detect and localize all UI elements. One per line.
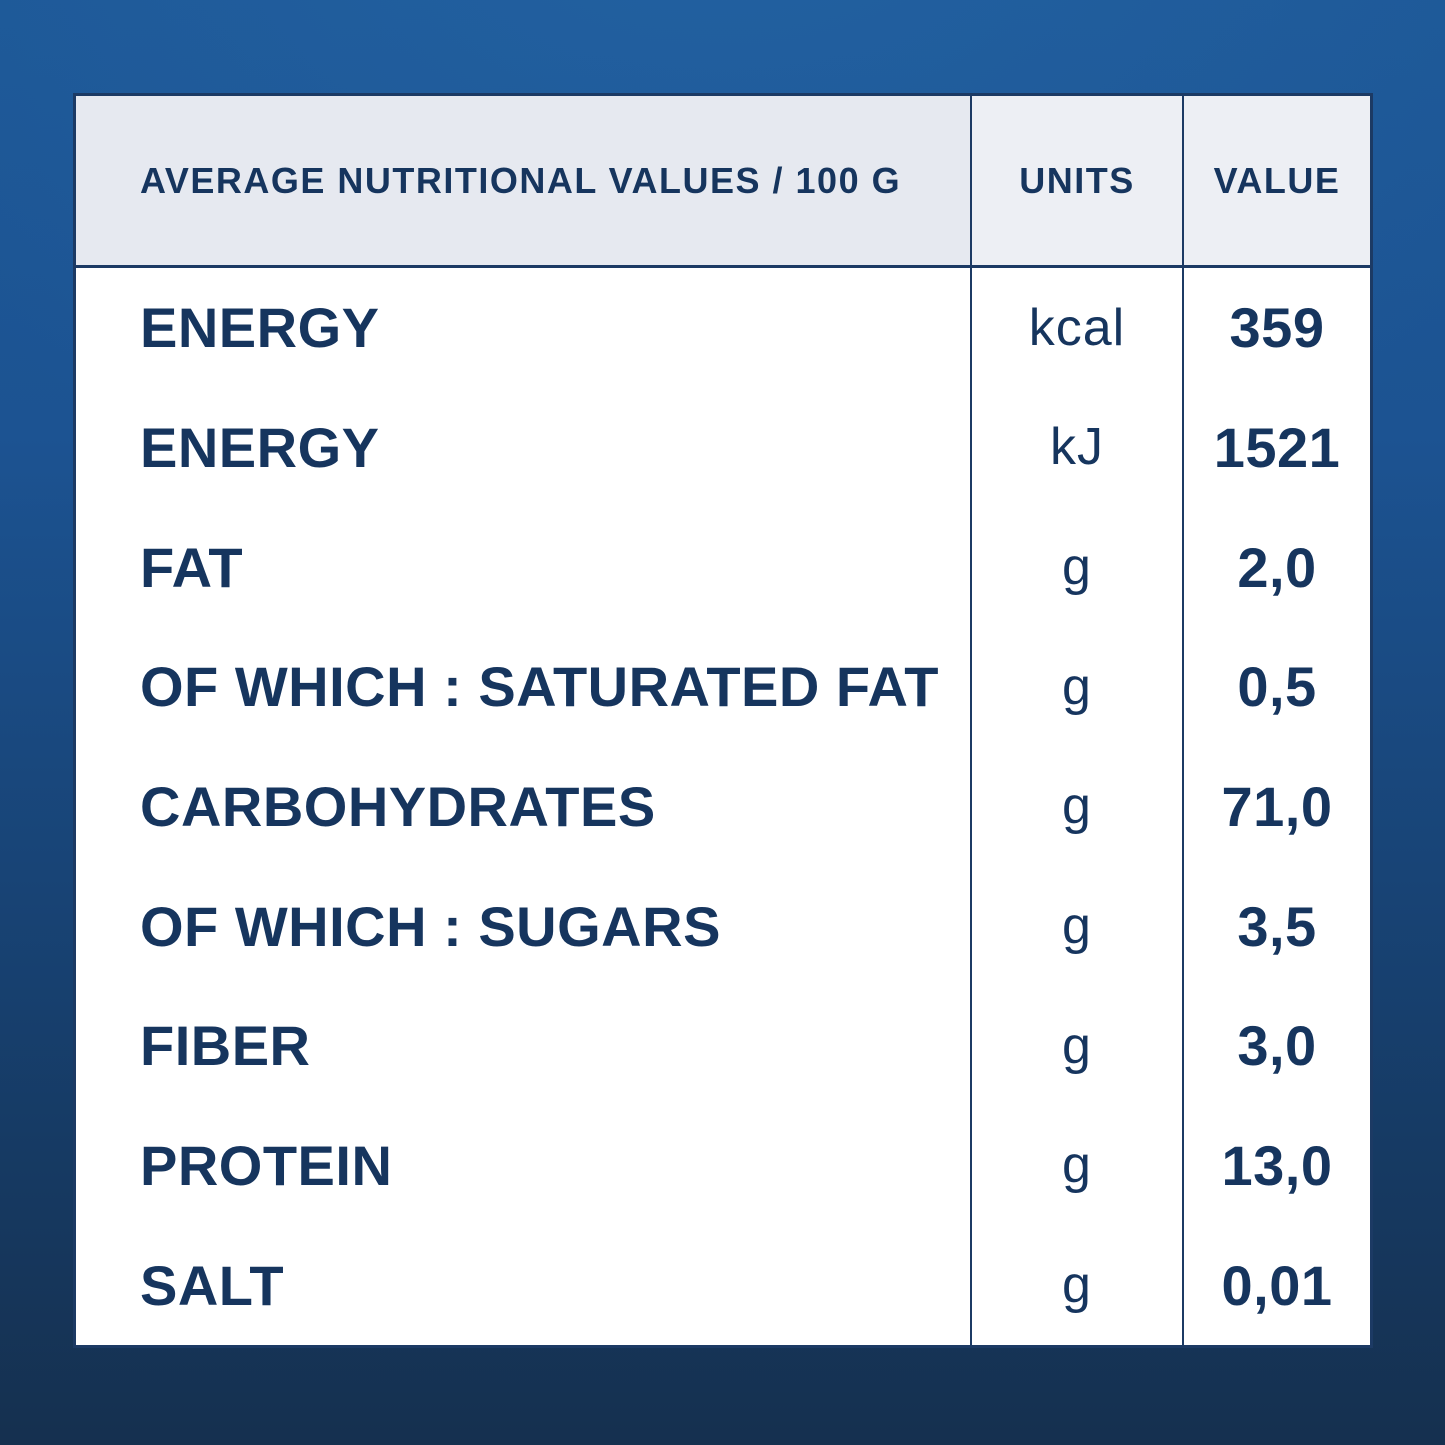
table-row-fiber-value-cell: 3,0 xyxy=(1182,985,1370,1106)
row-unit: g xyxy=(1062,657,1092,716)
table-row-carbohydrates-unit-cell: g xyxy=(970,746,1182,867)
table-row-sugars-unit-cell: g xyxy=(970,866,1182,986)
row-unit: kcal xyxy=(1028,298,1126,357)
table-row-energy-kj-label-cell: ENERGY xyxy=(76,388,970,508)
row-label: FIBER xyxy=(140,1014,311,1078)
table-row-saturated-fat-label-cell: OF WHICH : SATURATED FAT xyxy=(76,627,970,747)
table-row-protein-unit-cell: g xyxy=(970,1105,1182,1226)
row-label: OF WHICH : SATURATED FAT xyxy=(140,655,940,719)
row-label: OF WHICH : SUGARS xyxy=(140,894,721,958)
table-row-protein-value-cell: 13,0 xyxy=(1182,1105,1370,1226)
header-nutrient-label: AVERAGE NUTRITIONAL VALUES / 100 G xyxy=(140,159,902,201)
table-row-salt-unit-cell: g xyxy=(970,1225,1182,1345)
row-label: CARBOHYDRATES xyxy=(140,774,656,838)
table-row-energy-kj-unit-cell: kJ xyxy=(970,387,1182,508)
row-unit: g xyxy=(1062,1256,1092,1315)
table-row-protein-label-cell: PROTEIN xyxy=(76,1106,970,1226)
row-value: 0,01 xyxy=(1221,1253,1333,1317)
row-label: ENERGY xyxy=(140,296,380,360)
table-row-energy-kcal-unit-cell: kcal xyxy=(970,268,1182,388)
header-cell-value: VALUE xyxy=(1182,96,1370,268)
header-cell-units: UNITS xyxy=(970,96,1182,268)
row-value: 1521 xyxy=(1213,415,1341,479)
table-row-sugars-value-cell: 3,5 xyxy=(1182,866,1370,986)
table-row-sugars-label-cell: OF WHICH : SUGARS xyxy=(76,866,970,986)
table-row-fat-unit-cell: g xyxy=(970,507,1182,627)
header-cell-nutrient: AVERAGE NUTRITIONAL VALUES / 100 G xyxy=(76,96,970,268)
row-label: FAT xyxy=(140,535,244,599)
header-units-label: UNITS xyxy=(1019,159,1135,201)
table-row-fiber-label-cell: FIBER xyxy=(76,986,970,1106)
table-row-salt-label-cell: SALT xyxy=(76,1225,970,1345)
table-row-fat-label-cell: FAT xyxy=(76,507,970,627)
row-value: 3,0 xyxy=(1237,1014,1317,1078)
row-unit: g xyxy=(1062,777,1092,836)
row-value: 3,5 xyxy=(1237,894,1317,958)
table-row-energy-kcal-label-cell: ENERGY xyxy=(76,268,970,388)
table-row-saturated-fat-value-cell: 0,5 xyxy=(1182,626,1370,747)
table-row-carbohydrates-label-cell: CARBOHYDRATES xyxy=(76,747,970,867)
table-row-saturated-fat-unit-cell: g xyxy=(970,626,1182,747)
row-value: 71,0 xyxy=(1221,774,1333,838)
row-value: 0,5 xyxy=(1237,655,1317,719)
row-label: PROTEIN xyxy=(140,1133,393,1197)
nutrition-table: AVERAGE NUTRITIONAL VALUES / 100 G UNITS… xyxy=(73,93,1373,1348)
header-value-label: VALUE xyxy=(1213,159,1341,201)
table-row-fiber-unit-cell: g xyxy=(970,985,1182,1106)
row-label: ENERGY xyxy=(140,415,380,479)
table-row-energy-kcal-value-cell: 359 xyxy=(1182,268,1370,388)
row-value: 13,0 xyxy=(1221,1133,1333,1197)
table-row-energy-kj-value-cell: 1521 xyxy=(1182,387,1370,508)
row-unit: g xyxy=(1062,897,1092,956)
row-unit: kJ xyxy=(1050,418,1104,477)
row-unit: g xyxy=(1062,538,1092,597)
row-unit: g xyxy=(1062,1016,1092,1075)
row-value: 359 xyxy=(1229,296,1325,360)
table-row-fat-value-cell: 2,0 xyxy=(1182,507,1370,627)
row-value: 2,0 xyxy=(1237,535,1317,599)
table-row-salt-value-cell: 0,01 xyxy=(1182,1225,1370,1345)
row-unit: g xyxy=(1062,1136,1092,1195)
table-row-carbohydrates-value-cell: 71,0 xyxy=(1182,746,1370,867)
row-label: SALT xyxy=(140,1253,285,1317)
